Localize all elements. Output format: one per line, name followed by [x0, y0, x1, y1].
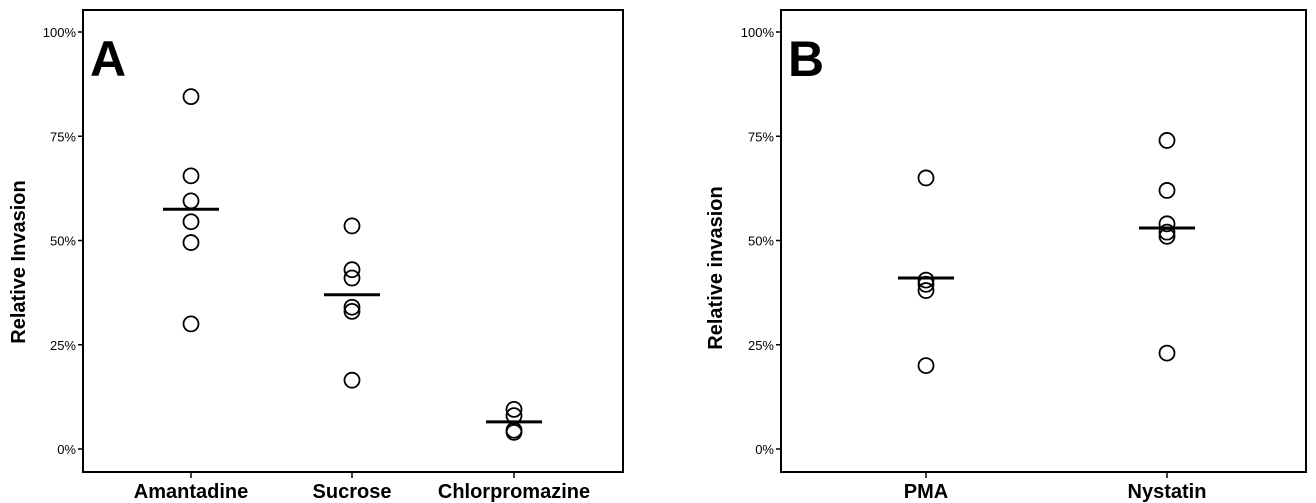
data-point [917, 169, 935, 187]
data-point [343, 371, 361, 389]
plot-frame-a [82, 9, 624, 473]
y-axis-title-b: Relative invasion [705, 186, 727, 349]
panel-label-a: A [90, 31, 126, 87]
data-point [1158, 344, 1176, 362]
data-point [917, 271, 935, 289]
data-point [917, 282, 935, 299]
data-point [917, 357, 935, 375]
y-ticks-a: 0% 25% 50% 75% 100% [43, 25, 83, 457]
y-tick-label: 25% [748, 338, 774, 353]
y-tick-label: 100% [741, 25, 775, 40]
data-point [343, 302, 361, 320]
panel-label-b: B [788, 31, 824, 87]
data-point [343, 298, 361, 316]
category-label: Amantadine [134, 481, 248, 503]
data-point [1158, 223, 1176, 241]
category-label: Sucrose [313, 481, 392, 503]
data-point [1158, 132, 1176, 149]
y-axis-title-a: Relative Invasion [8, 180, 30, 343]
data-point [343, 261, 361, 279]
plot-frame-b [780, 9, 1307, 473]
data-point [182, 192, 200, 210]
data-point [182, 234, 200, 251]
category-label: Chlorpromazine [438, 481, 590, 503]
y-tick-label: 0% [755, 442, 774, 457]
data-point [182, 315, 200, 333]
data-point [505, 400, 523, 418]
data-point [182, 213, 200, 231]
y-tick-label: 50% [748, 234, 774, 249]
panel-b: B Relative invasion 0% 25% 50% 75% 100% PMA N… [705, 9, 1307, 503]
data-point [343, 269, 361, 287]
y-tick-label: 75% [50, 129, 76, 144]
data-points-a [163, 88, 542, 441]
data-point [1158, 215, 1176, 233]
panel-a: A Relative Invasion 0% 25% 50% 75% 100% Aman… [8, 9, 624, 503]
data-point [182, 88, 200, 106]
category-label: Nystatin [1128, 481, 1207, 503]
x-categories-b: PMA Nystatin [904, 472, 1207, 503]
data-points-b [898, 132, 1195, 375]
data-point [343, 217, 361, 235]
data-point [182, 167, 200, 185]
y-tick-label: 25% [50, 338, 76, 353]
y-tick-label: 50% [50, 234, 76, 249]
x-categories-a: Amantadine Sucrose Chlorpromazine [134, 472, 590, 503]
y-tick-label: 0% [57, 442, 76, 457]
category-label: PMA [904, 481, 948, 503]
y-ticks-b: 0% 25% 50% 75% 100% [741, 25, 781, 457]
y-tick-label: 100% [43, 25, 77, 40]
data-point [505, 423, 523, 441]
y-tick-label: 75% [748, 129, 774, 144]
data-point [1158, 182, 1176, 199]
